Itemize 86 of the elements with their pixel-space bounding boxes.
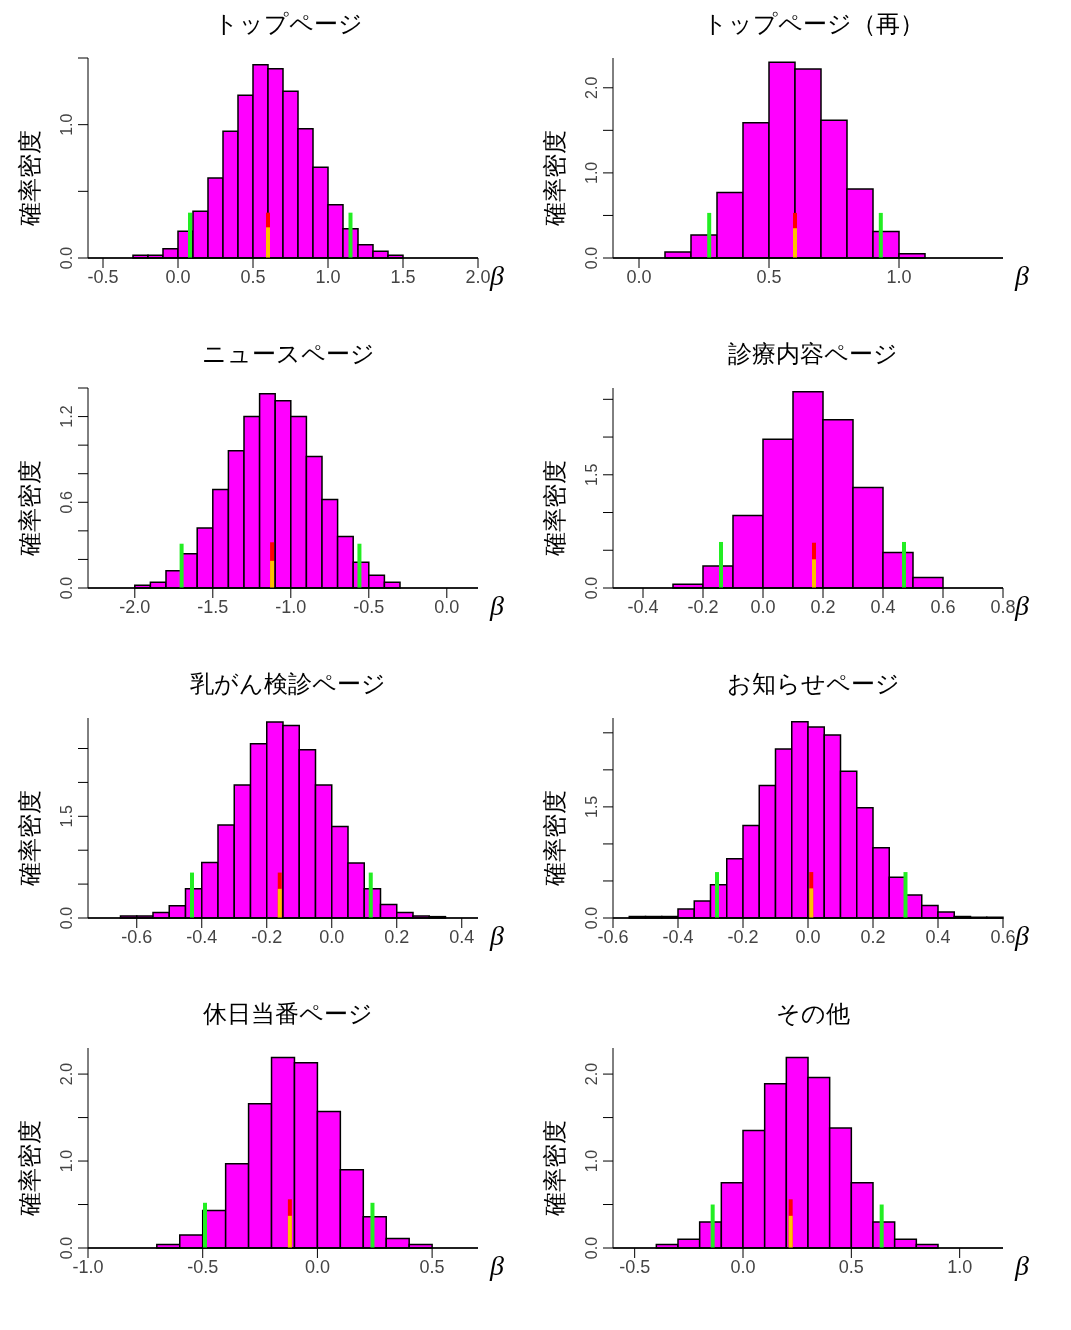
x-tick-label: -0.2 [727, 926, 759, 947]
x-tick-label: 0.5 [838, 1256, 864, 1277]
x-tick-label: 1.0 [886, 266, 912, 287]
y-tick-label: 1.5 [58, 805, 75, 828]
x-tick-label: 1.0 [315, 266, 341, 287]
chart-title: ニュースページ [200, 340, 376, 369]
x-tick-label: -0.4 [662, 926, 694, 947]
chart-title: その他 [775, 1000, 851, 1029]
x-tick-label: -0.5 [87, 266, 119, 287]
y-tick-label: 1.2 [58, 405, 75, 428]
x-axis-title: β [1015, 590, 1029, 622]
x-tick-label: -0.4 [186, 926, 218, 947]
y-tick-label: 0.0 [583, 246, 600, 270]
y-axis-title: 確率密度 [16, 1120, 44, 1216]
x-tick-label: -2.0 [119, 596, 151, 617]
x-tick-label: 0.0 [795, 926, 821, 947]
x-axis-title: β [1015, 920, 1029, 952]
y-axis-title: 確率密度 [16, 130, 44, 226]
x-tick-label: 1.5 [390, 266, 416, 287]
y-tick-label: 0.0 [58, 246, 75, 270]
y-tick-label: 2.0 [583, 76, 600, 99]
x-axis-title: β [490, 920, 504, 952]
chart-title: 診療内容ページ [727, 340, 899, 369]
chart-title: 乳がん検診ページ [189, 670, 387, 699]
y-tick-label: 0.0 [583, 576, 600, 600]
x-tick-label: -0.5 [353, 596, 385, 617]
y-tick-label: 0.0 [583, 906, 600, 930]
y-tick-label: 0.0 [58, 906, 75, 930]
x-tick-label: -0.2 [251, 926, 283, 947]
x-tick-label: 0.2 [810, 596, 836, 617]
y-axis-title: 確率密度 [541, 790, 569, 886]
x-tick-label: -0.6 [597, 926, 629, 947]
x-tick-label: 0.0 [626, 266, 652, 287]
x-tick-label: 0.5 [240, 266, 266, 287]
y-tick-label: 0.0 [58, 1236, 75, 1260]
x-tick-label: -0.5 [619, 1256, 651, 1277]
y-tick-label: 1.0 [583, 1149, 600, 1173]
x-tick-label: 0.2 [384, 926, 410, 947]
x-tick-label: 0.0 [434, 596, 460, 617]
x-tick-label: 2.0 [465, 266, 491, 287]
y-axis-title: 確率密度 [541, 130, 569, 226]
x-tick-label: 0.8 [990, 596, 1016, 617]
x-tick-label: -1.0 [275, 596, 307, 617]
x-tick-label: -0.2 [687, 596, 719, 617]
x-tick-label: 0.0 [304, 1256, 330, 1277]
x-tick-label: 0.4 [449, 926, 475, 947]
chart-title: トップページ（再） [701, 10, 925, 39]
y-tick-label: 1.0 [58, 1149, 75, 1173]
x-tick-label: -1.0 [72, 1256, 104, 1277]
x-tick-label: 0.0 [165, 266, 191, 287]
y-tick-label: 0.0 [583, 1236, 600, 1260]
chart-title: トップページ [212, 10, 364, 39]
y-axis-title: 確率密度 [541, 460, 569, 556]
y-tick-label: 1.5 [583, 463, 600, 486]
y-axis-title: 確率密度 [16, 790, 44, 886]
x-tick-label: 0.0 [730, 1256, 756, 1277]
x-tick-label: 0.4 [870, 596, 896, 617]
y-tick-label: 0.0 [58, 576, 75, 600]
x-tick-label: -0.6 [121, 926, 153, 947]
x-tick-label: 0.6 [990, 926, 1016, 947]
x-axis-title: β [490, 1250, 504, 1282]
x-tick-label: 0.6 [930, 596, 956, 617]
chart-title: お知らせページ [725, 670, 901, 699]
y-axis-title: 確率密度 [541, 1120, 569, 1216]
y-tick-label: 2.0 [583, 1062, 600, 1086]
y-tick-label: 2.0 [58, 1062, 75, 1086]
x-axis-title: β [490, 590, 504, 622]
y-tick-label: 1.0 [583, 161, 600, 185]
x-tick-label: 0.0 [750, 596, 776, 617]
x-tick-label: 0.0 [319, 926, 345, 947]
x-tick-label: -1.5 [197, 596, 229, 617]
y-axis-title: 確率密度 [16, 460, 44, 556]
x-tick-label: -0.5 [187, 1256, 219, 1277]
chart-title: 休日当番ページ [202, 1000, 374, 1029]
x-tick-label: 0.5 [756, 266, 782, 287]
x-axis-title: β [1015, 1250, 1029, 1282]
x-tick-label: -0.4 [627, 596, 659, 617]
y-tick-label: 1.0 [58, 113, 75, 136]
x-tick-label: 0.5 [419, 1256, 445, 1277]
x-axis-title: β [1015, 260, 1029, 292]
y-tick-label: 1.5 [583, 795, 600, 819]
x-tick-label: 1.0 [947, 1256, 973, 1277]
x-tick-label: 0.4 [925, 926, 951, 947]
y-tick-label: 0.6 [58, 491, 75, 514]
x-tick-label: 0.2 [860, 926, 886, 947]
x-axis-title: β [490, 260, 504, 292]
